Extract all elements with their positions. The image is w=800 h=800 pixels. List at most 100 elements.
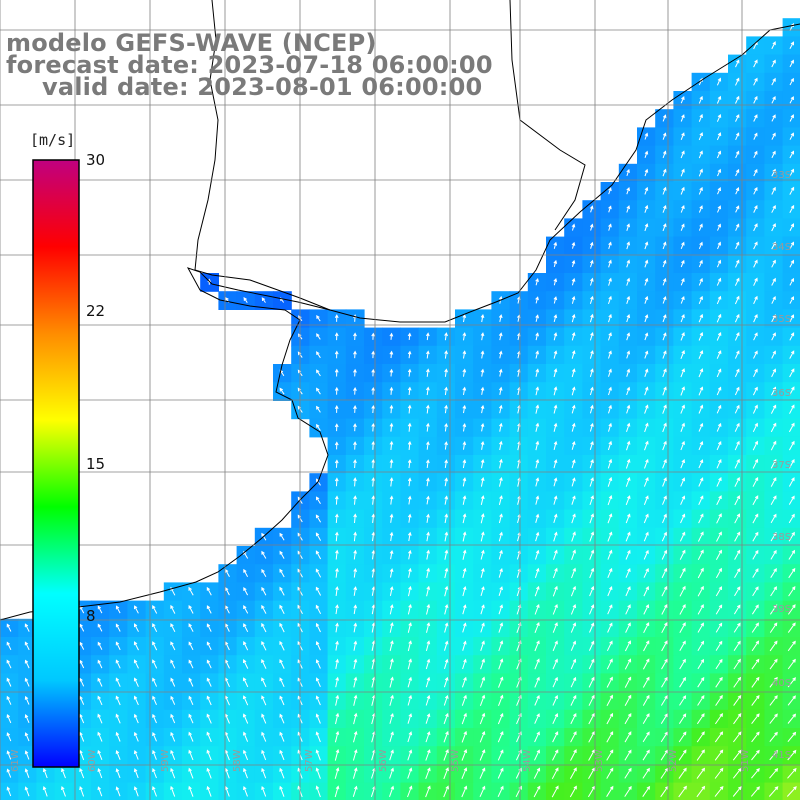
wind-arrow [588,712,595,725]
wind-arrow [6,768,12,778]
wind-arrow [279,749,285,761]
wind-arrow [771,59,776,68]
wind-arrow [115,713,121,724]
wind-arrow [589,404,594,414]
wind-arrow [625,586,631,597]
wind-arrow [315,749,321,761]
wind-arrow [788,549,796,560]
wind-arrow [678,785,687,798]
wind-arrow [607,531,613,542]
wind-arrow [571,313,576,323]
wind-arrow [553,422,558,432]
wind-arrow [188,749,194,761]
wind-arrow [462,368,467,377]
wind-arrow [461,749,468,761]
wind-arrow [552,622,558,633]
wind-arrow [769,622,778,633]
wind-arrow [425,404,430,414]
wind-arrow [680,259,685,268]
wind-arrow [426,350,430,359]
wind-arrow [553,368,558,378]
wind-arrow [644,241,649,250]
wind-arrow [444,477,448,487]
wind-arrow [170,785,176,797]
wind-arrow [753,168,758,177]
wind-arrow [607,604,613,615]
wind-arrow [606,749,614,761]
wind-arrow [789,314,795,323]
wind-arrow [771,332,776,341]
wind-arrow [24,695,30,705]
wind-arrow [751,767,760,779]
wind-arrow [170,713,176,724]
wind-arrow [770,549,777,560]
wind-arrow [770,568,777,578]
wind-arrow [643,477,649,487]
wind-arrow [625,604,631,615]
wind-arrow [571,459,576,469]
wind-arrow [752,404,758,414]
wind-arrow [242,713,249,724]
wind-arrow [552,585,558,597]
longitude-label: 58W [232,749,243,772]
wind-arrow [407,785,413,798]
wind-arrow [680,513,686,524]
wind-arrow [624,731,632,743]
wind-arrow [6,732,12,742]
wind-arrow [626,223,630,231]
wind-arrow [733,676,742,688]
wind-arrow [353,658,358,670]
wind-arrow [662,204,667,213]
wind-arrow [569,767,577,780]
wind-arrow [389,368,394,377]
wind-arrow [133,695,139,706]
wind-arrow [606,731,614,743]
wind-arrow [334,441,339,450]
wind-arrow [97,713,103,724]
wind-speed-field [0,18,800,800]
wind-arrow [608,223,612,231]
wind-arrow [788,586,796,597]
wind-arrow [152,713,157,724]
wind-arrow [697,604,704,615]
colorbar-unit: [m/s] [30,131,76,149]
wind-arrow [353,441,357,450]
wind-arrow [334,785,340,798]
latitude-labels: 33S 34S 35S 36S 37S 38S 39S 40S 41S [772,170,791,761]
wind-arrow [590,277,594,286]
wind-arrow [480,368,485,377]
wind-arrow [716,132,722,141]
wind-arrow [462,640,467,651]
wind-arrow [643,567,649,578]
wind-arrow [426,459,430,468]
wind-arrow [425,749,431,761]
wind-arrow [698,513,704,524]
wind-arrow [608,295,612,305]
wind-arrow [553,259,558,268]
wind-arrow [753,114,758,122]
wind-arrow [697,694,705,706]
wind-arrow [535,422,540,432]
wind-arrow [789,168,795,177]
wind-arrow [716,513,722,524]
wind-arrow [389,386,394,395]
wind-arrow [188,641,194,651]
wind-arrow [426,513,430,523]
wind-arrow [752,386,758,396]
wind-arrow [697,676,705,688]
wind-arrow [79,695,85,705]
wind-arrow [771,168,776,177]
wind-arrow [661,622,668,634]
wind-arrow [315,586,322,596]
wind-arrow [462,531,467,542]
wind-arrow [170,767,176,779]
wind-arrow [79,623,85,632]
wind-arrow [462,495,467,505]
wind-arrow [589,459,594,469]
wind-arrow [735,59,740,68]
wind-arrow [315,785,321,798]
wind-arrow [678,731,687,743]
wind-arrow [188,623,194,632]
wind-arrow [206,767,212,779]
wind-arrow [642,785,651,797]
